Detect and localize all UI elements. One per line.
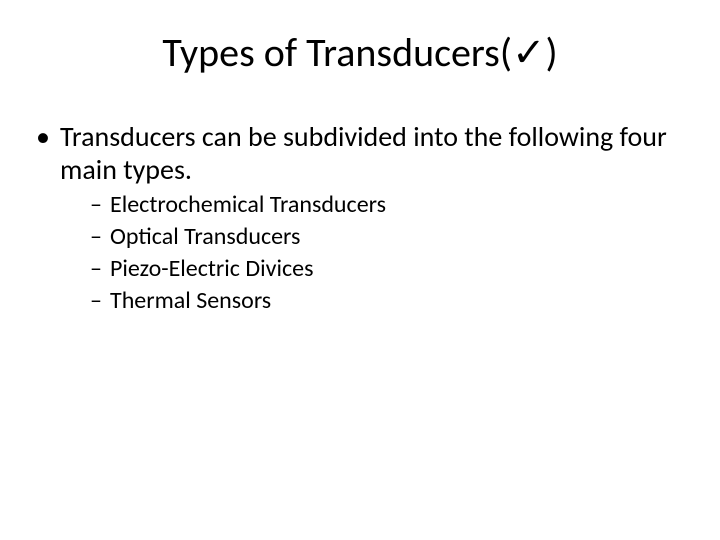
sub-item-text: Optical Transducers bbox=[110, 222, 300, 251]
title-suffix: ) bbox=[545, 28, 557, 77]
intro-text: Transducers can be subdivided into the f… bbox=[60, 119, 667, 187]
list-item: Optical Transducers bbox=[90, 222, 684, 252]
sub-item-text: Thermal Sensors bbox=[110, 286, 271, 315]
sub-item-text: Electrochemical Transducers bbox=[110, 190, 386, 219]
bullet-list-level2: Electrochemical Transducers Optical Tran… bbox=[60, 190, 684, 316]
bullet-list-level1: Transducers can be subdivided into the f… bbox=[36, 120, 684, 316]
list-item: Electrochemical Transducers bbox=[90, 190, 684, 220]
slide-title: Types of Transducers(✓) bbox=[0, 28, 720, 77]
list-item: Thermal Sensors bbox=[90, 286, 684, 316]
sub-item-text: Piezo-Electric Divices bbox=[110, 254, 313, 283]
list-item: Piezo-Electric Divices bbox=[90, 254, 684, 284]
title-prefix: Types of Transducers( bbox=[162, 28, 512, 77]
list-item: Transducers can be subdivided into the f… bbox=[36, 120, 684, 316]
check-icon: ✓ bbox=[512, 31, 546, 75]
slide-body: Transducers can be subdivided into the f… bbox=[36, 120, 684, 322]
slide: Types of Transducers(✓) Transducers can … bbox=[0, 0, 720, 540]
